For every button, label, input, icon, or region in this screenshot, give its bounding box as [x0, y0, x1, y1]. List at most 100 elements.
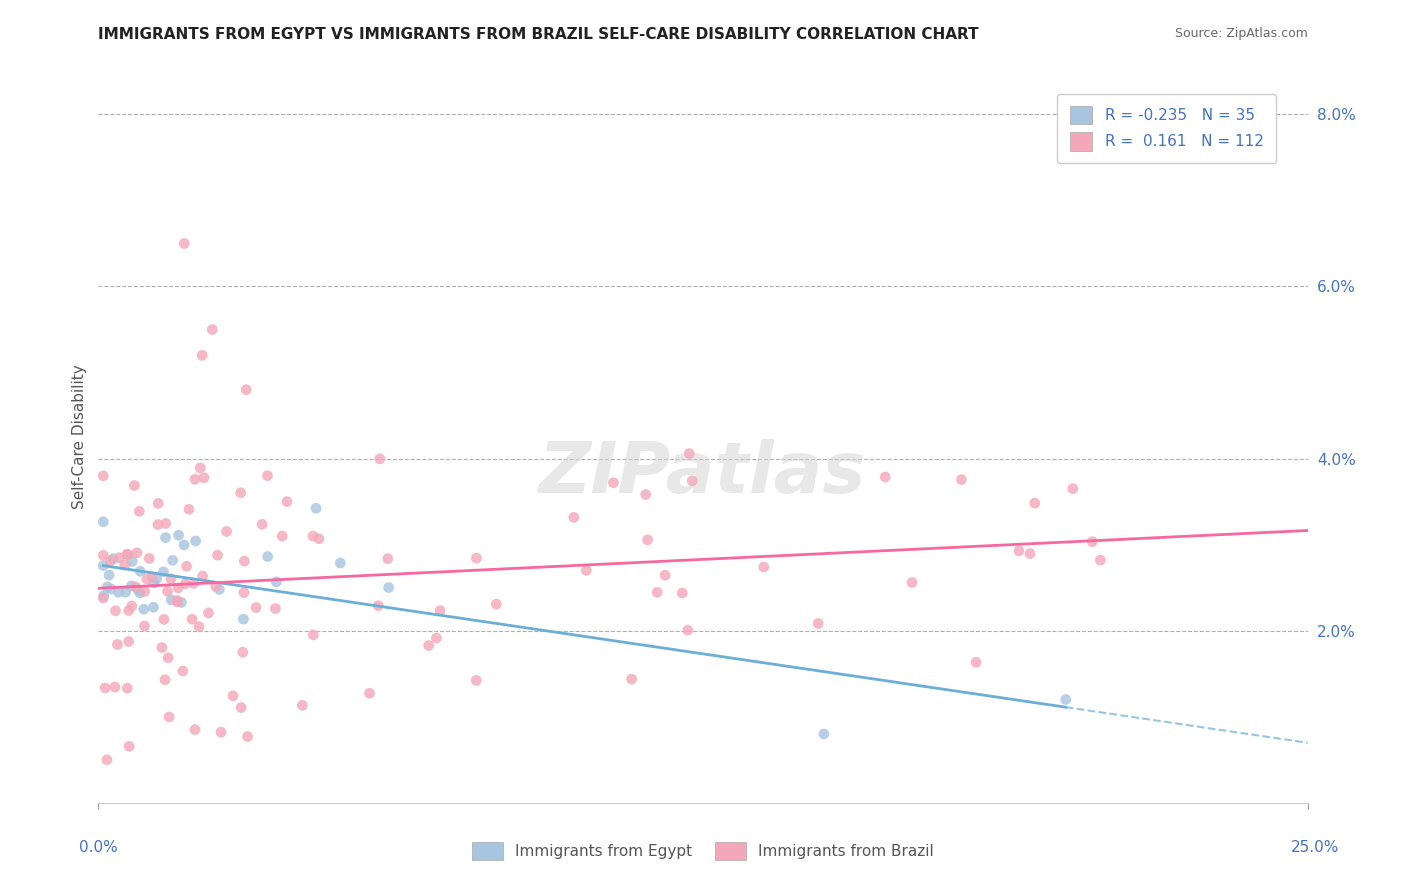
Point [148, 496, 170, 510]
Point [418, 639, 440, 653]
Point [167, 528, 190, 542]
Point [305, 501, 328, 516]
Text: ZIPatlas: ZIPatlas [540, 439, 866, 508]
Point [465, 551, 488, 566]
Point [1024, 496, 1046, 510]
Point [156, 584, 179, 599]
Point [207, 548, 229, 562]
Point [96, 580, 118, 594]
Point [134, 619, 156, 633]
Point [155, 531, 177, 545]
Point [91, 549, 114, 563]
Point [124, 580, 146, 594]
Point [1019, 547, 1042, 561]
Point [620, 672, 643, 686]
Point [143, 576, 166, 591]
Point [222, 689, 245, 703]
Point [291, 698, 314, 713]
Point [302, 628, 325, 642]
Point [177, 502, 200, 516]
Point [1054, 692, 1077, 706]
Point [141, 570, 163, 584]
Point [634, 487, 657, 501]
Point [173, 538, 195, 552]
Point [367, 599, 389, 613]
Point [166, 593, 188, 607]
Point [129, 565, 152, 579]
Point [91, 468, 114, 483]
Point [142, 600, 165, 615]
Point [188, 620, 211, 634]
Point [98, 568, 121, 582]
Point [425, 631, 447, 645]
Point [429, 604, 451, 618]
Point [264, 601, 287, 615]
Point [93, 589, 115, 603]
Point [157, 710, 180, 724]
Point [191, 348, 214, 362]
Y-axis label: Self-Care Disability: Self-Care Disability [72, 365, 87, 509]
Point [205, 580, 228, 594]
Point [150, 640, 173, 655]
Point [91, 515, 114, 529]
Point [129, 586, 152, 600]
Point [176, 559, 198, 574]
Point [329, 556, 352, 570]
Point [128, 504, 150, 518]
Point [91, 558, 114, 573]
Point [233, 554, 256, 568]
Point [146, 517, 169, 532]
Point [678, 446, 700, 460]
Point [152, 565, 174, 579]
Point [215, 524, 238, 539]
Point [94, 681, 117, 695]
Point [302, 529, 325, 543]
Legend: R = -0.235   N = 35, R =  0.161   N = 112: R = -0.235 N = 35, R = 0.161 N = 112 [1057, 94, 1275, 163]
Point [91, 591, 114, 606]
Point [132, 602, 155, 616]
Point [167, 581, 190, 595]
Point [232, 612, 254, 626]
Point [681, 474, 703, 488]
Point [173, 236, 195, 251]
Point [271, 529, 294, 543]
Point [654, 568, 676, 582]
Point [162, 553, 184, 567]
Point [377, 551, 399, 566]
Point [197, 606, 219, 620]
Point [118, 739, 141, 754]
Point [114, 558, 136, 572]
Point [813, 727, 835, 741]
Point [124, 478, 146, 492]
Point [134, 584, 156, 599]
Point [276, 494, 298, 508]
Point [562, 510, 585, 524]
Point [875, 470, 897, 484]
Point [153, 673, 176, 687]
Point [157, 650, 180, 665]
Point [117, 634, 139, 648]
Point [901, 575, 924, 590]
Point [465, 673, 488, 688]
Point [266, 574, 288, 589]
Point [121, 554, 143, 568]
Point [191, 569, 214, 583]
Point [184, 723, 207, 737]
Point [184, 472, 207, 486]
Point [250, 517, 273, 532]
Point [100, 554, 122, 568]
Point [107, 585, 129, 599]
Point [188, 461, 211, 475]
Point [676, 623, 699, 637]
Point [104, 680, 127, 694]
Point [359, 686, 381, 700]
Point [950, 473, 973, 487]
Point [160, 592, 183, 607]
Point [752, 560, 775, 574]
Point [208, 582, 231, 597]
Point [256, 549, 278, 564]
Point [256, 468, 278, 483]
Point [160, 572, 183, 586]
Point [209, 725, 232, 739]
Point [181, 612, 204, 626]
